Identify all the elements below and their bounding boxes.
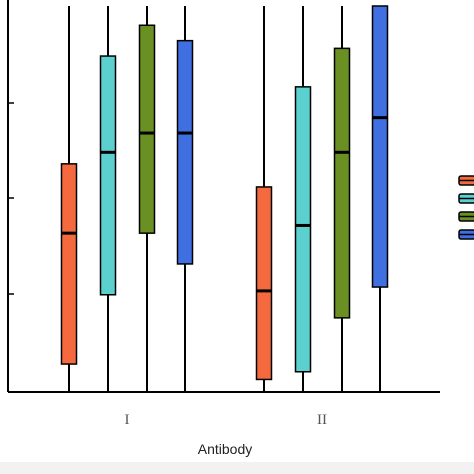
box-plot <box>99 6 117 391</box>
box-plot-chart: I II Antibody <box>7 0 474 457</box>
box <box>333 47 351 319</box>
box-plot <box>255 6 273 391</box>
boxes-group <box>60 5 389 391</box>
legend-key <box>458 211 474 222</box>
footer-strip <box>0 462 474 474</box>
legend-key <box>458 175 474 186</box>
legend-key <box>458 229 474 240</box>
box-plot <box>60 6 78 391</box>
box <box>138 24 156 234</box>
box <box>371 5 389 288</box>
box-plot <box>176 6 194 391</box>
box <box>60 163 78 365</box>
x-tick-label: I <box>125 412 130 428</box>
box <box>176 39 194 265</box>
axes <box>7 0 440 393</box>
box-plot <box>333 6 351 391</box>
box-plot <box>138 6 156 391</box>
x-tick-label: II <box>317 412 327 428</box>
legend <box>458 175 474 240</box>
box-plot <box>371 5 389 391</box>
x-tick-labels: I II <box>125 412 328 428</box>
legend-key <box>458 193 474 204</box>
box <box>255 186 273 381</box>
box <box>294 86 312 373</box>
x-axis-label: Antibody <box>198 441 252 457</box>
box <box>99 55 117 296</box>
box-plot <box>294 6 312 391</box>
